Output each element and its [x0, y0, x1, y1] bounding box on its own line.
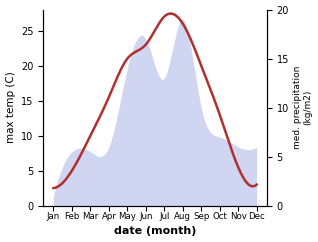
- X-axis label: date (month): date (month): [114, 227, 196, 236]
- Y-axis label: med. precipitation
(kg/m2): med. precipitation (kg/m2): [293, 66, 313, 149]
- Y-axis label: max temp (C): max temp (C): [5, 72, 16, 144]
